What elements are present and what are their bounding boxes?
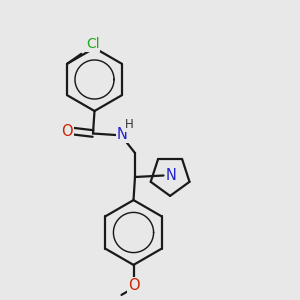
Text: H: H <box>125 118 134 131</box>
Text: N: N <box>117 127 128 142</box>
Text: Cl: Cl <box>86 37 100 51</box>
Text: N: N <box>165 168 176 183</box>
Text: O: O <box>61 124 73 139</box>
Text: O: O <box>128 278 139 292</box>
